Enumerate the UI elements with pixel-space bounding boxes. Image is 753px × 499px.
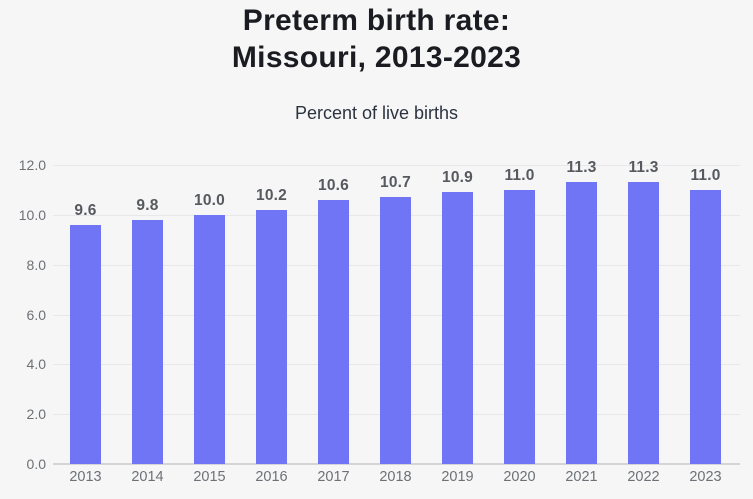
x-tick-label: 2014: [131, 469, 164, 485]
y-tick-label: 12.0: [18, 157, 46, 173]
bar-value-label: 10.6: [318, 176, 349, 194]
chart-title-line1: Preterm birth rate:: [242, 4, 511, 37]
bar-2014: [132, 219, 163, 464]
x-tick-label: 2021: [565, 469, 598, 485]
x-tick-label: 2018: [379, 469, 412, 485]
x-tick-label: 2013: [69, 469, 102, 485]
x-tick-label: 2016: [255, 469, 288, 485]
bar-value-label: 9.8: [136, 196, 159, 214]
y-tick-label: 10.0: [18, 206, 46, 223]
bar-value-label: 10.7: [380, 174, 411, 192]
bar-value-label: 10.2: [256, 186, 287, 204]
chart-subtitle: Percent of live births: [294, 103, 459, 123]
y-tick-label: 2.0: [26, 406, 46, 423]
bar-2023: [690, 189, 721, 464]
bar-2020: [504, 189, 535, 464]
x-tick-label: 2017: [317, 469, 350, 485]
chart-title-line2: Missouri, 2013-2023: [231, 41, 522, 74]
x-tick-label: 2019: [441, 469, 474, 485]
gridline: [53, 165, 740, 166]
bar-value-label: 11.3: [566, 159, 597, 177]
bar-value-label: 10.9: [442, 169, 473, 187]
bar-2019: [442, 192, 473, 464]
y-tick-label: 6.0: [26, 306, 46, 323]
bar-value-label: 9.6: [74, 201, 97, 219]
bar-2016: [256, 209, 287, 464]
x-tick-label: 2023: [689, 469, 722, 485]
y-tick-label: 8.0: [26, 256, 46, 273]
chart-title: Preterm birth rate: Missouri, 2013-2023: [0, 2, 753, 76]
bar-2015: [194, 214, 225, 464]
y-tick-label: 0.0: [26, 456, 46, 472]
bar-value-label: 11.3: [628, 159, 659, 177]
bar-2017: [318, 199, 349, 464]
bar-2018: [380, 197, 411, 464]
x-tick-label: 2020: [503, 469, 536, 485]
bar-value-label: 10.0: [194, 191, 225, 209]
bar-2021: [566, 182, 597, 464]
bar-2022: [628, 182, 659, 464]
bar-value-label: 11.0: [504, 166, 535, 184]
y-tick-label: 4.0: [26, 356, 46, 373]
x-tick-label: 2015: [193, 469, 226, 485]
bar-value-label: 11.0: [690, 166, 721, 184]
x-tick-label: 2022: [627, 469, 660, 485]
x-axis-line: [53, 463, 740, 465]
bar-2013: [70, 224, 101, 464]
